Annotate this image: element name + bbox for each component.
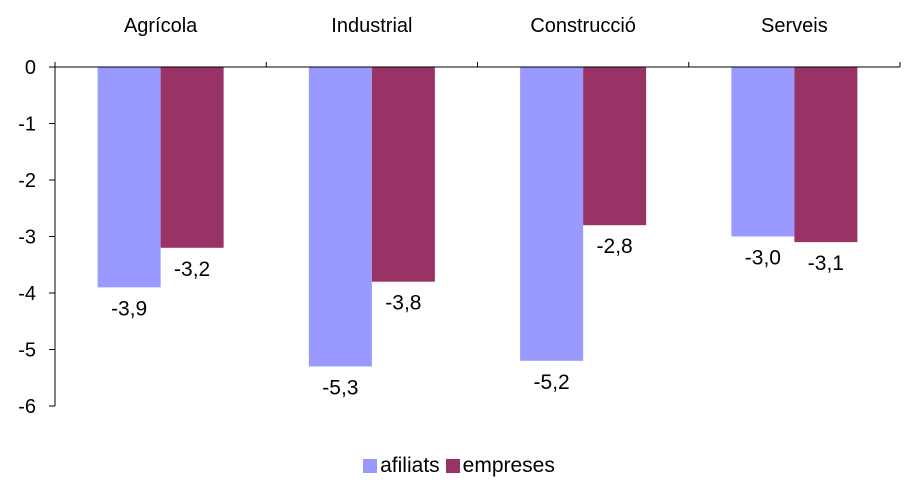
x-tick-label-3: Serveis [761, 15, 828, 37]
data-label-afiliats-2: -5,2 [534, 371, 570, 394]
legend-label-empreses: empreses [462, 454, 555, 477]
bar-empreses-2 [583, 67, 647, 226]
bar-afiliats-0 [97, 67, 161, 288]
x-tick-label-1: Industrial [331, 15, 412, 37]
data-label-empreses-1: -3,8 [385, 292, 421, 315]
data-label-empreses-0: -3,2 [174, 258, 210, 281]
legend: afiliats empreses [0, 452, 918, 480]
y-tick-label-0: 0 [25, 57, 36, 79]
y-tick-label-2: -2 [18, 170, 36, 192]
y-tick-label-3: -3 [18, 227, 36, 249]
bar-empreses-0 [160, 67, 224, 248]
data-label-afiliats-3: -3,0 [745, 247, 781, 270]
y-tick-label-4: -4 [18, 283, 36, 305]
bar-afiliats-1 [308, 67, 372, 367]
legend-label-afiliats: afiliats [380, 454, 440, 477]
data-label-empreses-2: -2,8 [597, 235, 633, 258]
data-label-empreses-3: -3,1 [808, 252, 844, 275]
y-tick-label-6: -6 [18, 396, 36, 418]
legend-item-empreses: empreses [445, 454, 555, 478]
legend-item-afiliats: afiliats [363, 454, 440, 478]
y-tick-label-1: -1 [18, 114, 36, 136]
legend-swatch-afiliats [363, 459, 378, 473]
bar-afiliats-3 [731, 67, 795, 237]
x-tick-label-2: Construcció [530, 15, 636, 37]
bar-chart: 0 -1 -2 -3 -4 -5 -6 Agrícola Industrial Construcc… [18, 15, 901, 418]
y-tick-label-5: -5 [18, 340, 36, 362]
legend-swatch-empreses [445, 459, 460, 473]
x-tick-label-0: Agrícola [124, 15, 198, 37]
bar-empreses-1 [371, 67, 435, 282]
bar-empreses-3 [794, 67, 858, 243]
data-label-afiliats-1: -5,3 [322, 376, 358, 399]
bar-afiliats-2 [520, 67, 584, 361]
data-label-afiliats-0: -3,9 [111, 297, 147, 320]
